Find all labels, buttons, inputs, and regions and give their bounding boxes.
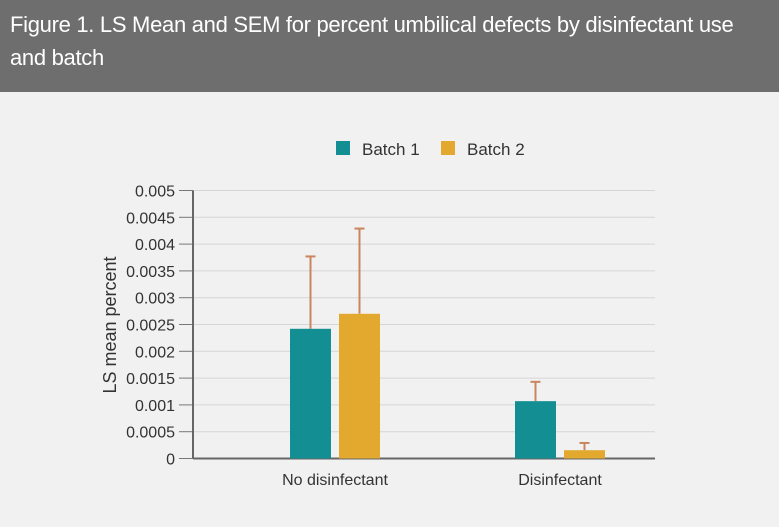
x-tick-label: No disinfectant <box>282 472 388 489</box>
x-tick-label: Disinfectant <box>518 472 602 489</box>
figure-title: Figure 1. LS Mean and SEM for percent um… <box>10 12 734 70</box>
y-tick-label: 0.0015 <box>126 371 175 388</box>
y-tick-label: 0.004 <box>135 237 175 254</box>
figure-header: Figure 1. LS Mean and SEM for percent um… <box>0 0 779 92</box>
legend-label: Batch 2 <box>467 140 525 159</box>
y-tick-label: 0.0045 <box>126 210 175 227</box>
y-tick-label: 0.0005 <box>126 425 175 442</box>
y-tick-label: 0.002 <box>135 344 175 361</box>
legend-label: Batch 1 <box>362 140 420 159</box>
legend-swatch <box>441 141 455 155</box>
bar-batch-1 <box>515 401 556 459</box>
bar-batch-2 <box>339 313 380 459</box>
y-tick-label: 0.001 <box>135 398 175 415</box>
y-tick-label: 0.003 <box>135 291 175 308</box>
bar-batch-1 <box>290 328 331 459</box>
y-tick-label: 0.0025 <box>126 318 175 335</box>
legend-swatch <box>336 141 350 155</box>
bar-batch-2 <box>564 450 605 459</box>
y-tick-label: 0.005 <box>135 184 175 201</box>
y-axis-label: LS mean percent <box>100 256 120 393</box>
y-tick-label: 0 <box>166 452 175 469</box>
y-tick-label: 0.0035 <box>126 264 175 281</box>
